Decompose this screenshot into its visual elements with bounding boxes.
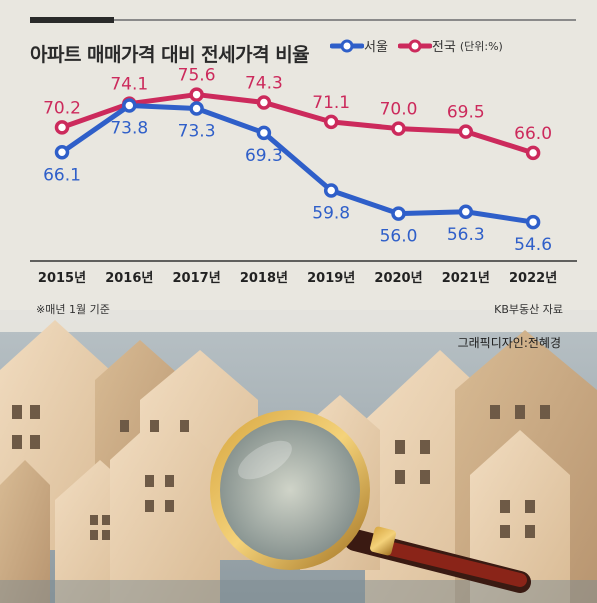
data-point-seoul [54,145,70,160]
data-label-national: 74.1 [110,75,148,95]
basis-note: ※매년 1월 기준 [36,303,110,316]
data-point-seoul [189,101,204,116]
legend-item-seoul: 서울 [330,36,388,55]
data-point-national [323,114,339,130]
series-line-national [61,92,534,156]
data-label-seoul: 73.8 [110,119,148,139]
data-point-seoul [122,98,137,113]
legend-item-national: 전국 (단위:%) [397,36,503,55]
data-label-national: 70.0 [380,100,418,120]
data-label-national: 66.0 [514,124,552,144]
data-label-national: 74.3 [245,73,283,93]
data-point-national [525,145,541,161]
designer-credit: 그래픽디자인:전혜경 [457,336,561,350]
data-point-national [189,87,204,102]
data-label-seoul: 66.1 [43,165,81,185]
x-tick-label: 2016년 [105,271,153,286]
series-line-seoul [60,103,534,225]
x-tick-label: 2021년 [442,271,490,286]
data-label-seoul: 54.6 [514,235,552,255]
data-label-national: 71.1 [312,93,350,113]
data-point-seoul [525,214,541,230]
data-point-national [54,120,70,135]
data-label-seoul: 56.0 [380,227,418,247]
data-label-national: 75.6 [178,66,216,86]
source-note: KB부동산 자료 [494,303,563,316]
data-label-seoul: 56.3 [447,225,485,245]
data-point-seoul [458,204,474,219]
data-label-national: 69.5 [447,103,485,123]
data-label-seoul: 69.3 [245,146,283,166]
data-point-seoul [323,183,339,198]
legend-label-national: 전국 [431,40,456,55]
x-tick-label: 2018년 [240,271,288,286]
data-label-seoul: 59.8 [312,204,350,224]
x-tick-label: 2022년 [509,271,557,286]
x-tick-label: 2017년 [173,271,221,286]
line-chart: 2015년 2016년 2017년 2018년 2019년 2020년 2021년 2022년… [30,66,577,286]
data-label-seoul: 73.3 [178,122,216,142]
top-rule-accent [30,17,114,23]
x-tick-label: 2015년 [38,271,86,286]
legend-seoul-marker [330,39,364,52]
data-point-seoul [391,206,406,221]
legend-label-seoul: 서울 [364,40,388,55]
top-rule [114,19,576,21]
legend: 서울 전국 (단위:%) [330,36,513,55]
chart-title: 아파트 매매가격 대비 전세가격 비율 [30,44,310,66]
data-point-seoul [256,125,272,141]
house-photo [0,310,597,603]
unit-label: (단위:%) [459,39,503,53]
data-point-national [391,121,406,136]
legend-national-marker [397,39,432,52]
x-tick-label: 2020년 [374,271,422,286]
x-tick-label: 2019년 [307,271,355,286]
data-point-national [458,124,474,139]
data-label-national: 70.2 [43,98,81,118]
data-point-national [256,95,272,110]
